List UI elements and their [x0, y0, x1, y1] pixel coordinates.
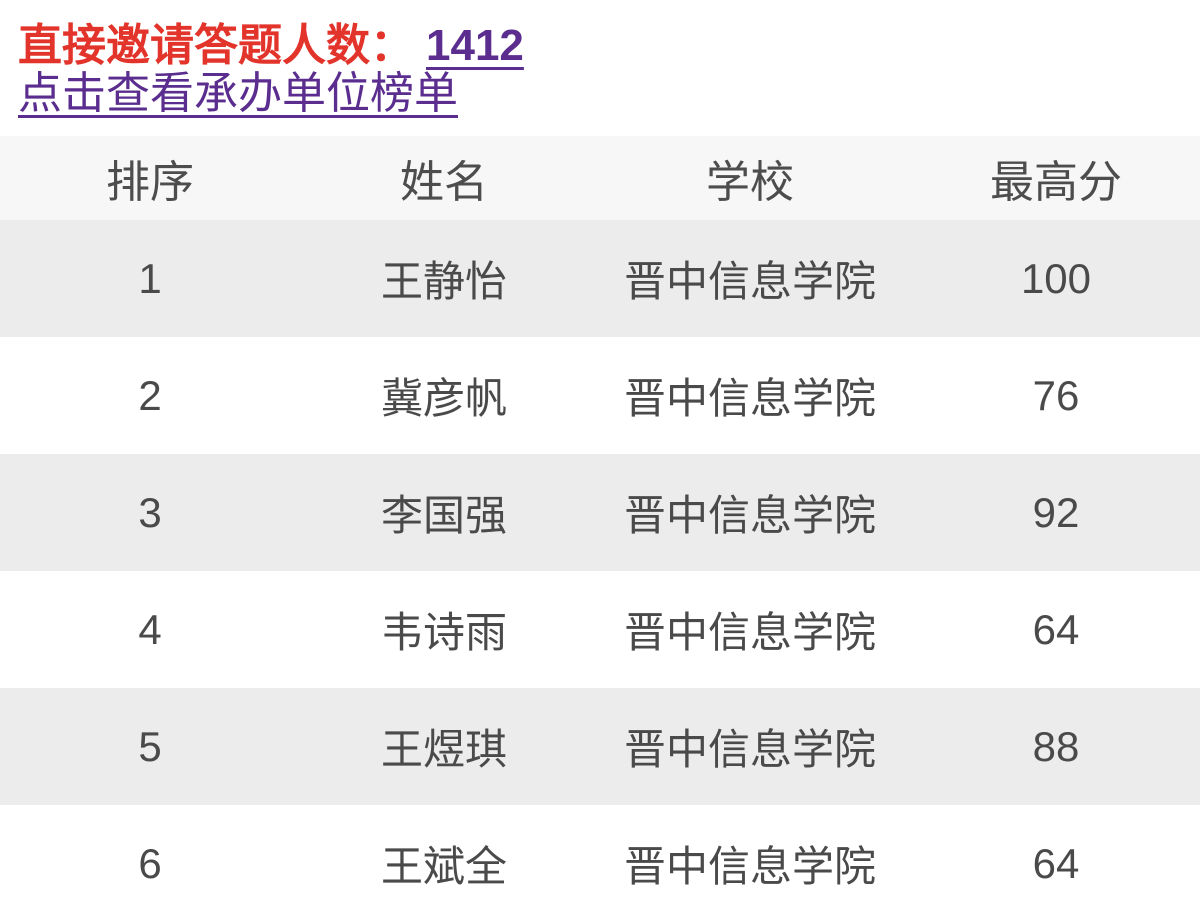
name-cell: 李国强	[380, 492, 507, 539]
score-cell: 64	[1032, 839, 1080, 887]
column-header-score: 最高分	[912, 136, 1200, 220]
rank-cell: 4	[138, 605, 162, 653]
score-cell: 76	[1032, 371, 1080, 419]
rank-cell: 5	[138, 722, 162, 770]
score-cell: 88	[1032, 722, 1080, 770]
rank-cell: 2	[138, 371, 162, 419]
column-header-rank: 排序	[0, 136, 300, 220]
school-cell: 晋中信息学院	[623, 726, 876, 773]
table-row: 2 冀彦帆 晋中信息学院 76	[0, 337, 1200, 454]
table-header-row: 排序 姓名 学校 最高分	[0, 136, 1200, 220]
name-cell: 王煜琪	[380, 726, 507, 773]
column-header-school: 学校	[588, 136, 912, 220]
invite-count-label: 直接邀请答题人数：	[18, 21, 414, 70]
invite-count-link[interactable]: 1412	[426, 21, 524, 70]
table-row: 6 王斌全 晋中信息学院 64	[0, 805, 1200, 900]
table-row: 3 李国强 晋中信息学院 92	[0, 454, 1200, 571]
school-cell: 晋中信息学院	[623, 375, 876, 422]
score-cell: 64	[1032, 605, 1080, 653]
score-cell: 100	[1020, 254, 1092, 302]
rank-cell: 1	[138, 254, 162, 302]
rank-cell: 6	[138, 839, 162, 887]
school-cell: 晋中信息学院	[623, 492, 876, 539]
score-cell: 92	[1032, 488, 1080, 536]
invite-section: 直接邀请答题人数： 1412 点击查看承办单位榜单	[0, 0, 1200, 128]
name-cell: 冀彦帆	[380, 375, 507, 422]
name-cell: 王斌全	[380, 843, 507, 890]
rank-cell: 3	[138, 488, 162, 536]
school-cell: 晋中信息学院	[623, 258, 876, 305]
table-row: 5 王煜琪 晋中信息学院 88	[0, 688, 1200, 805]
leaderboard-table: 排序 姓名 学校 最高分 1 王静怡 晋中信息学院 100 2 冀彦帆 晋中信息…	[0, 136, 1200, 900]
table-row: 1 王静怡 晋中信息学院 100	[0, 220, 1200, 337]
column-header-name: 姓名	[300, 136, 588, 220]
table-row: 4 韦诗雨 晋中信息学院 64	[0, 571, 1200, 688]
organizer-ranking-link[interactable]: 点击查看承办单位榜单	[18, 69, 458, 118]
school-cell: 晋中信息学院	[623, 843, 876, 890]
name-cell: 韦诗雨	[380, 609, 507, 656]
school-cell: 晋中信息学院	[623, 609, 876, 656]
organizer-line: 点击查看承办单位榜单	[18, 70, 1200, 118]
invite-count-line: 直接邀请答题人数： 1412	[18, 22, 1200, 70]
name-cell: 王静怡	[380, 258, 507, 305]
